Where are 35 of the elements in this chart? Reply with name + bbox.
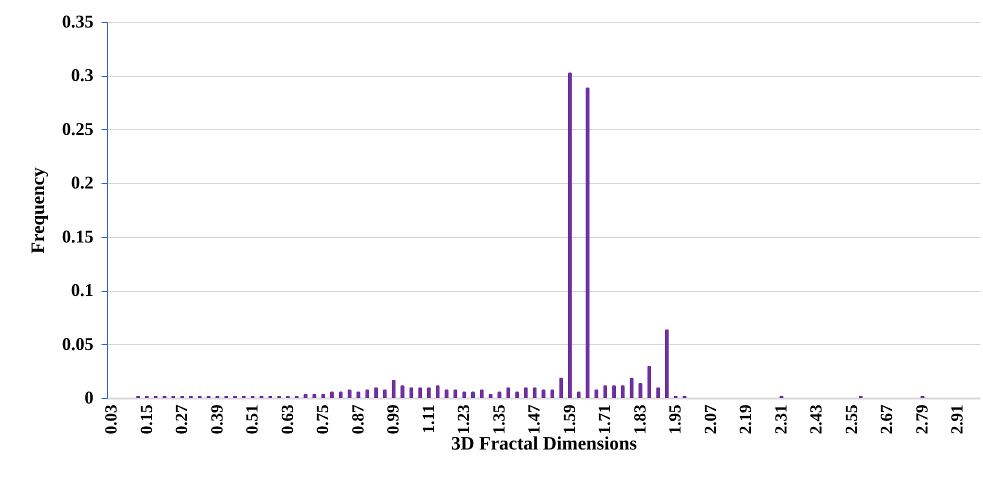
y-tick-label: 0.35	[62, 12, 94, 32]
y-tick-label: 0.2	[71, 172, 94, 193]
x-tick-label: 2.79	[912, 404, 932, 434]
x-tick-label: 2.67	[877, 404, 896, 434]
x-tick-label: 0.99	[384, 404, 403, 434]
x-tick-label: 2.31	[771, 404, 790, 434]
y-tick-label: 0.1	[71, 280, 94, 300]
x-tick-label: 1.23	[454, 404, 474, 434]
y-axis-title: Frequency	[28, 166, 49, 254]
x-tick-label: 0.39	[207, 404, 226, 434]
y-tick-label: 0.3	[71, 65, 94, 86]
x-tick-label: 1.95	[666, 404, 685, 434]
x-tick-label: 2.43	[806, 404, 826, 434]
y-tick-label: 0.15	[62, 226, 94, 246]
x-tick-label: 0.03	[102, 404, 121, 434]
x-tick-label: 2.55	[842, 404, 861, 434]
x-tick-label: 0.87	[348, 404, 368, 434]
y-tick-label: 0	[84, 388, 94, 408]
x-tick-label: 1.59	[560, 404, 579, 434]
y-tick-label: 0.25	[62, 118, 94, 139]
x-tick-label: 1.83	[630, 404, 650, 434]
x-tick-label: 1.11	[418, 404, 438, 434]
x-tick-label: 2.91	[948, 404, 967, 434]
x-tick-label: 0.15	[136, 404, 156, 434]
x-tick-label: 0.51	[242, 404, 262, 434]
x-tick-label: 0.63	[278, 404, 297, 434]
x-tick-label: 0.75	[313, 404, 332, 434]
x-tick-label: 0.27	[172, 404, 192, 434]
x-axis-title: 3D Fractal Dimensions	[451, 433, 637, 454]
x-tick-label: 2.07	[700, 404, 720, 434]
y-tick-label: 0.05	[62, 334, 94, 354]
x-tick-label: 2.19	[736, 404, 756, 434]
x-tick-label: 1.35	[489, 404, 508, 434]
x-tick-label: 1.71	[595, 404, 614, 434]
x-tick-label: 1.47	[524, 404, 544, 434]
